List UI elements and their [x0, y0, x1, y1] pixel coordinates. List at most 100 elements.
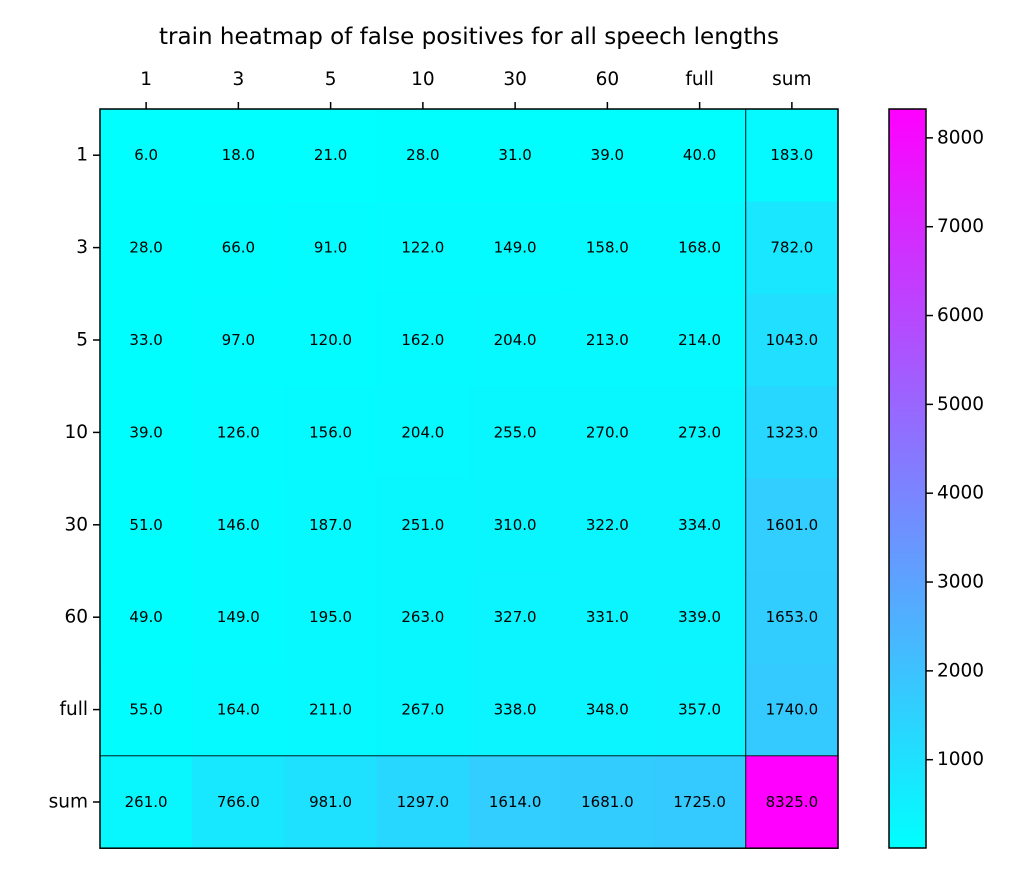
cell-value-label-r0-c3: 28.0 [406, 146, 439, 164]
heatmap-cell-r2-c2 [284, 293, 378, 387]
cell-value-label-r5-c7: 1653.0 [766, 608, 819, 626]
heatmap-cell-r7-c4 [469, 755, 562, 849]
colorbar-tick-label-5: 6000 [937, 305, 984, 326]
cell-value-label-r4-c1: 146.0 [217, 516, 260, 534]
cell-value-label-r6-c2: 211.0 [309, 701, 352, 719]
heatmap-cell-r7-c1 [192, 755, 286, 849]
heatmap-cell-r1-c6 [653, 201, 747, 295]
heatmap-cell-r5-c1 [192, 571, 286, 664]
cell-value-label-r1-c5: 158.0 [586, 239, 629, 257]
cell-value-label-r2-c6: 214.0 [678, 331, 721, 349]
heatmap-cell-r5-c7 [745, 571, 839, 664]
heatmap-cell-r4-c4 [469, 478, 562, 572]
heatmap-cell-r3-c4 [469, 386, 562, 480]
heatmap-cell-r6-c5 [561, 663, 655, 757]
heatmap-cell-r1-c3 [376, 201, 470, 295]
heatmap-cell-r3-c1 [192, 386, 286, 480]
heatmap-cell-r4-c5 [561, 478, 655, 572]
heatmap-cell-r4-c3 [376, 478, 470, 572]
x-axis-top: 1 3 5 10 30 60 full sum [140, 69, 812, 109]
heatmap-cell-r0-c5 [561, 109, 655, 202]
cell-value-label-r0-c6: 40.0 [683, 146, 716, 164]
cell-value-label-r2-c2: 120.0 [309, 331, 352, 349]
heatmap-cell-r6-c2 [284, 663, 378, 757]
heatmap-cell-r3-c5 [561, 386, 655, 480]
heatmap-cell-r6-c1 [192, 663, 286, 757]
heatmap-cell-r1-c1 [192, 201, 286, 295]
x-tick-label-1: 3 [232, 69, 244, 90]
cell-value-label-r5-c2: 195.0 [309, 608, 352, 626]
x-tick-label-6: full [685, 69, 714, 90]
cell-value-label-r5-c4: 327.0 [494, 608, 537, 626]
heatmap-cell-r0-c1 [192, 109, 286, 202]
cell-value-label-r7-c3: 1297.0 [397, 793, 450, 811]
cell-value-label-r7-c6: 1725.0 [673, 793, 726, 811]
cell-value-label-r0-c5: 39.0 [591, 146, 624, 164]
heatmap-cell-r2-c6 [653, 293, 747, 387]
cell-value-label-r3-c3: 204.0 [401, 423, 444, 441]
plot-frame [99, 108, 839, 849]
cell-value-label-r3-c5: 270.0 [586, 423, 629, 441]
cell-value-label-r6-c3: 267.0 [401, 701, 444, 719]
colorbar-tick-label-4: 5000 [937, 394, 984, 415]
cell-value-label-r6-c7: 1740.0 [766, 701, 819, 719]
cell-value-label-r3-c6: 273.0 [678, 423, 721, 441]
cell-value-label-r2-c7: 1043.0 [766, 331, 819, 349]
y-tick-label-3: 10 [64, 422, 88, 443]
cell-value-label-r4-c4: 310.0 [494, 516, 537, 534]
heatmap-cell-r6-c4 [469, 663, 562, 757]
cell-value-label-r2-c0: 33.0 [129, 331, 162, 349]
heatmap-cell-r5-c2 [284, 571, 378, 664]
colorbar: 1000 2000 3000 4000 5000 6000 7000 8000 [888, 108, 984, 849]
colorbar-tick-label-0: 1000 [937, 749, 984, 770]
cell-value-label-r5-c6: 339.0 [678, 608, 721, 626]
y-tick-label-6: full [59, 699, 88, 720]
cell-value-label-r1-c3: 122.0 [401, 239, 444, 257]
colorbar-tick-label-6: 7000 [937, 216, 984, 237]
heatmap-cell-r6-c6 [653, 663, 747, 757]
heatmap-cell-r4-c0 [100, 478, 193, 572]
x-tick-label-2: 5 [325, 69, 337, 90]
colorbar-tick-label-7: 8000 [937, 127, 984, 148]
cell-value-label-r2-c4: 204.0 [494, 331, 537, 349]
cell-value-label-r3-c2: 156.0 [309, 423, 352, 441]
heatmap-cell-r3-c7 [745, 386, 839, 480]
heatmap-cell-r2-c5 [561, 293, 655, 387]
cell-value-label-r0-c0: 6.0 [134, 146, 158, 164]
cell-value-label-r4-c3: 251.0 [401, 516, 444, 534]
cell-value-label-r7-c0: 261.0 [125, 793, 168, 811]
heatmap-cell-r4-c2 [284, 478, 378, 572]
cell-value-label-r1-c2: 91.0 [314, 239, 347, 257]
heatmap-cell-r2-c0 [100, 293, 193, 387]
cell-value-label-r0-c2: 21.0 [314, 146, 347, 164]
cell-value-label-r3-c7: 1323.0 [766, 423, 819, 441]
heatmap-cell-r5-c0 [100, 571, 193, 664]
heatmap-cell-r6-c7 [745, 663, 839, 757]
heatmap-cell-r0-c3 [376, 109, 470, 202]
x-tick-label-3: 10 [411, 69, 435, 90]
colorbar-tick-label-3: 4000 [937, 483, 984, 504]
cell-value-label-r5-c5: 331.0 [586, 608, 629, 626]
x-tick-label-5: 60 [596, 69, 620, 90]
cell-value-label-r1-c4: 149.0 [494, 239, 537, 257]
cell-value-label-r2-c3: 162.0 [401, 331, 444, 349]
cell-value-label-r6-c1: 164.0 [217, 701, 260, 719]
colorbar-gradient [888, 108, 927, 849]
heatmap-cell-r5-c4 [469, 571, 562, 664]
cell-value-label-r7-c5: 1681.0 [581, 793, 634, 811]
cell-value-label-r6-c5: 348.0 [586, 701, 629, 719]
x-tick-label-7: sum [772, 69, 811, 90]
y-tick-label-4: 30 [64, 514, 88, 535]
cell-value-label-r1-c6: 168.0 [678, 239, 721, 257]
heatmap-cell-labels: 6.0 18.0 21.0 28.0 31.0 39.0 40.0 183.0 28.0 66.0… [125, 146, 818, 811]
cell-value-label-r3-c0: 39.0 [129, 423, 162, 441]
colorbar-tick-label-1: 2000 [937, 660, 984, 681]
colorbar-ticks: 1000 2000 3000 4000 5000 6000 7000 8000 [926, 127, 984, 770]
x-tick-label-4: 30 [503, 69, 527, 90]
cell-value-label-r0-c4: 31.0 [498, 146, 531, 164]
cell-value-label-r4-c0: 51.0 [129, 516, 162, 534]
cell-value-label-r5-c3: 263.0 [401, 608, 444, 626]
heatmap-cell-r3-c6 [653, 386, 747, 480]
colorbar-tick-label-2: 3000 [937, 572, 984, 593]
cell-value-label-r3-c4: 255.0 [494, 423, 537, 441]
